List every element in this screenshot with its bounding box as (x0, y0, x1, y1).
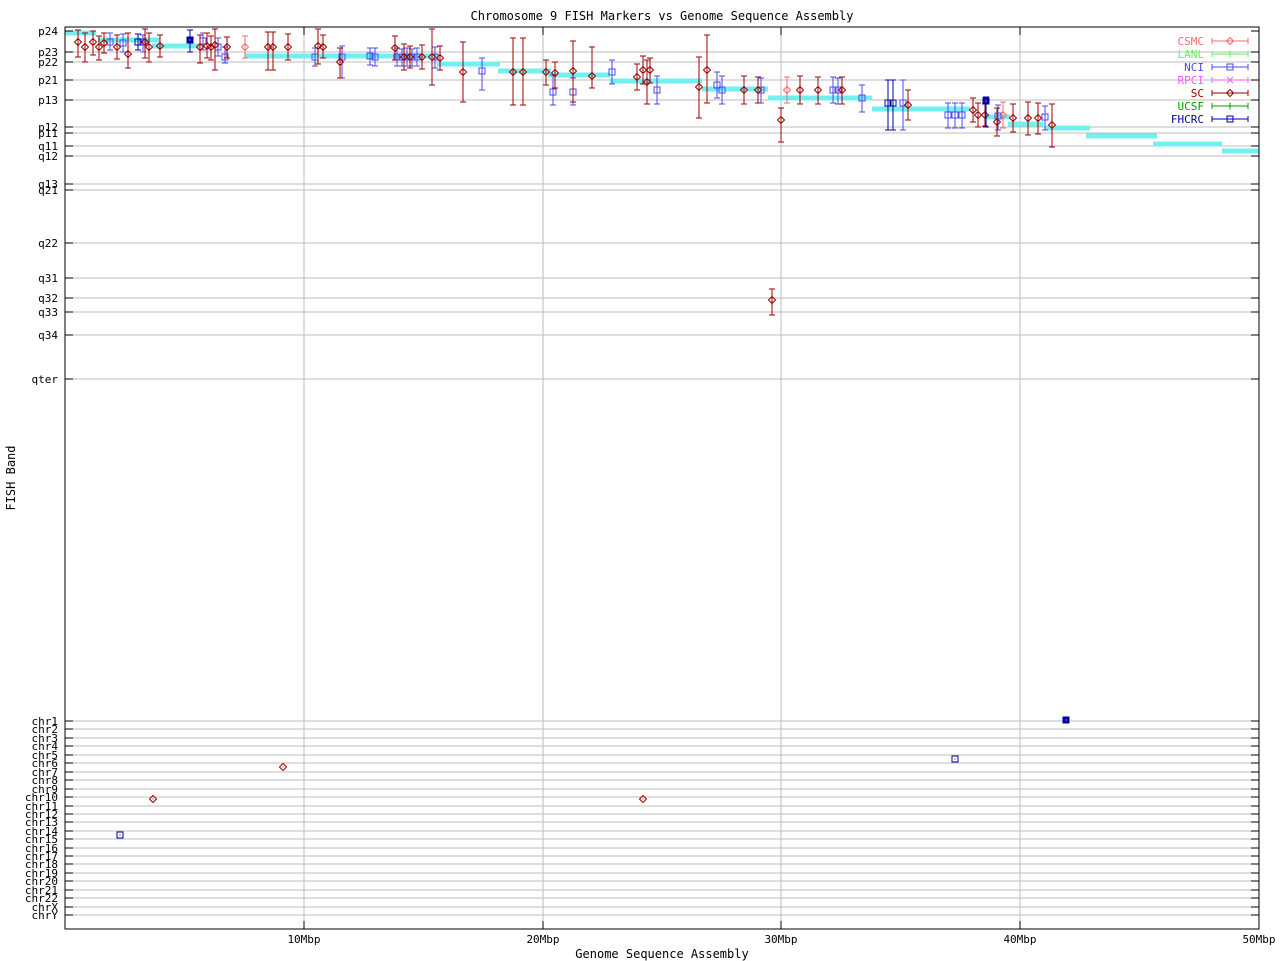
xtick-label-50Mbp: 50Mbp (1242, 933, 1275, 946)
band-label-q12: q12 (38, 150, 58, 163)
legend-label-SC: SC (1191, 87, 1204, 100)
legend-label-NCI: NCI (1184, 61, 1204, 74)
band-label-chr9: chr9 (32, 783, 59, 796)
xtick-label-30Mbp: 30Mbp (764, 933, 797, 946)
band-label-q34: q34 (38, 329, 58, 342)
plot-border (64, 26, 1260, 930)
band-label-qter: qter (32, 373, 59, 386)
band-label-p21: p21 (38, 74, 58, 87)
band-label-q11: q11 (38, 140, 58, 153)
band-label-q22: q22 (38, 237, 58, 250)
band-label-chr14: chr14 (25, 825, 58, 838)
band-label-chr7: chr7 (32, 766, 59, 779)
xtick-label-10Mbp: 10Mbp (287, 933, 320, 946)
band-label-chr13: chr13 (25, 816, 58, 829)
band-label-p24: p24 (38, 25, 58, 38)
x-tick-labels: 10Mbp 20Mbp 30Mbp 40Mbp 50Mbp (287, 933, 1275, 946)
band-label-p11: p11 (38, 127, 58, 140)
band-label-p23: p23 (38, 46, 58, 59)
band-label-q31: q31 (38, 272, 58, 285)
legend-label-FHCRC: FHCRC (1171, 113, 1204, 126)
band-label-chr2: chr2 (32, 723, 59, 736)
band-label-p13: p13 (38, 94, 58, 107)
band-label-chr5: chr5 (32, 749, 59, 762)
band-label-chr11: chr11 (25, 800, 58, 813)
grid-lines (65, 27, 1259, 929)
band-label-chr15: chr15 (25, 833, 58, 846)
band-label-p12: p12 (38, 121, 58, 134)
band-label-chr8: chr8 (32, 774, 59, 787)
band-label-chr10: chr10 (25, 791, 58, 804)
band-label-chr1: chr1 (32, 715, 59, 728)
series-CSMC (240, 35, 1008, 129)
band-label-chr4: chr4 (32, 740, 59, 753)
band-label-chr12: chr12 (25, 808, 58, 821)
series-SC (73, 28, 1057, 804)
band-label-q33: q33 (38, 306, 58, 319)
series-FHCRC (116, 29, 1070, 839)
legend-label-CSMC: CSMC (1178, 35, 1205, 48)
band-label-q32: q32 (38, 292, 58, 305)
chart-title: Chromosome 9 FISH Markers vs Genome Sequ… (470, 9, 854, 23)
band-label-chr21: chr21 (25, 884, 58, 897)
xtick-label-20Mbp: 20Mbp (526, 933, 559, 946)
band-label-chr22: chr22 (25, 892, 58, 905)
band-label-chr3: chr3 (32, 732, 59, 745)
xtick-label-40Mbp: 40Mbp (1003, 933, 1036, 946)
legend-label-UCSF: UCSF (1178, 100, 1205, 113)
band-label-q13: q13 (38, 178, 58, 191)
band-label-q21: q21 (38, 184, 58, 197)
legend-label-LANL: LANL (1178, 48, 1205, 61)
band-label-chr18: chr18 (25, 858, 58, 871)
band-label-p22: p22 (38, 56, 58, 69)
band-label-chr17: chr17 (25, 850, 58, 863)
band-label-chr16: chr16 (25, 842, 58, 855)
band-label-chrX: chrX (32, 901, 59, 914)
band-label-chr6: chr6 (32, 757, 59, 770)
band-label-chrY: chrY (32, 909, 59, 922)
axis-ticks (65, 27, 1260, 929)
band-label-chr20: chr20 (25, 875, 58, 888)
legend-label-RPCI: RPCI (1178, 74, 1205, 87)
x-axis-label: Genome Sequence Assembly (575, 947, 749, 961)
band-label-chr19: chr19 (25, 867, 58, 880)
